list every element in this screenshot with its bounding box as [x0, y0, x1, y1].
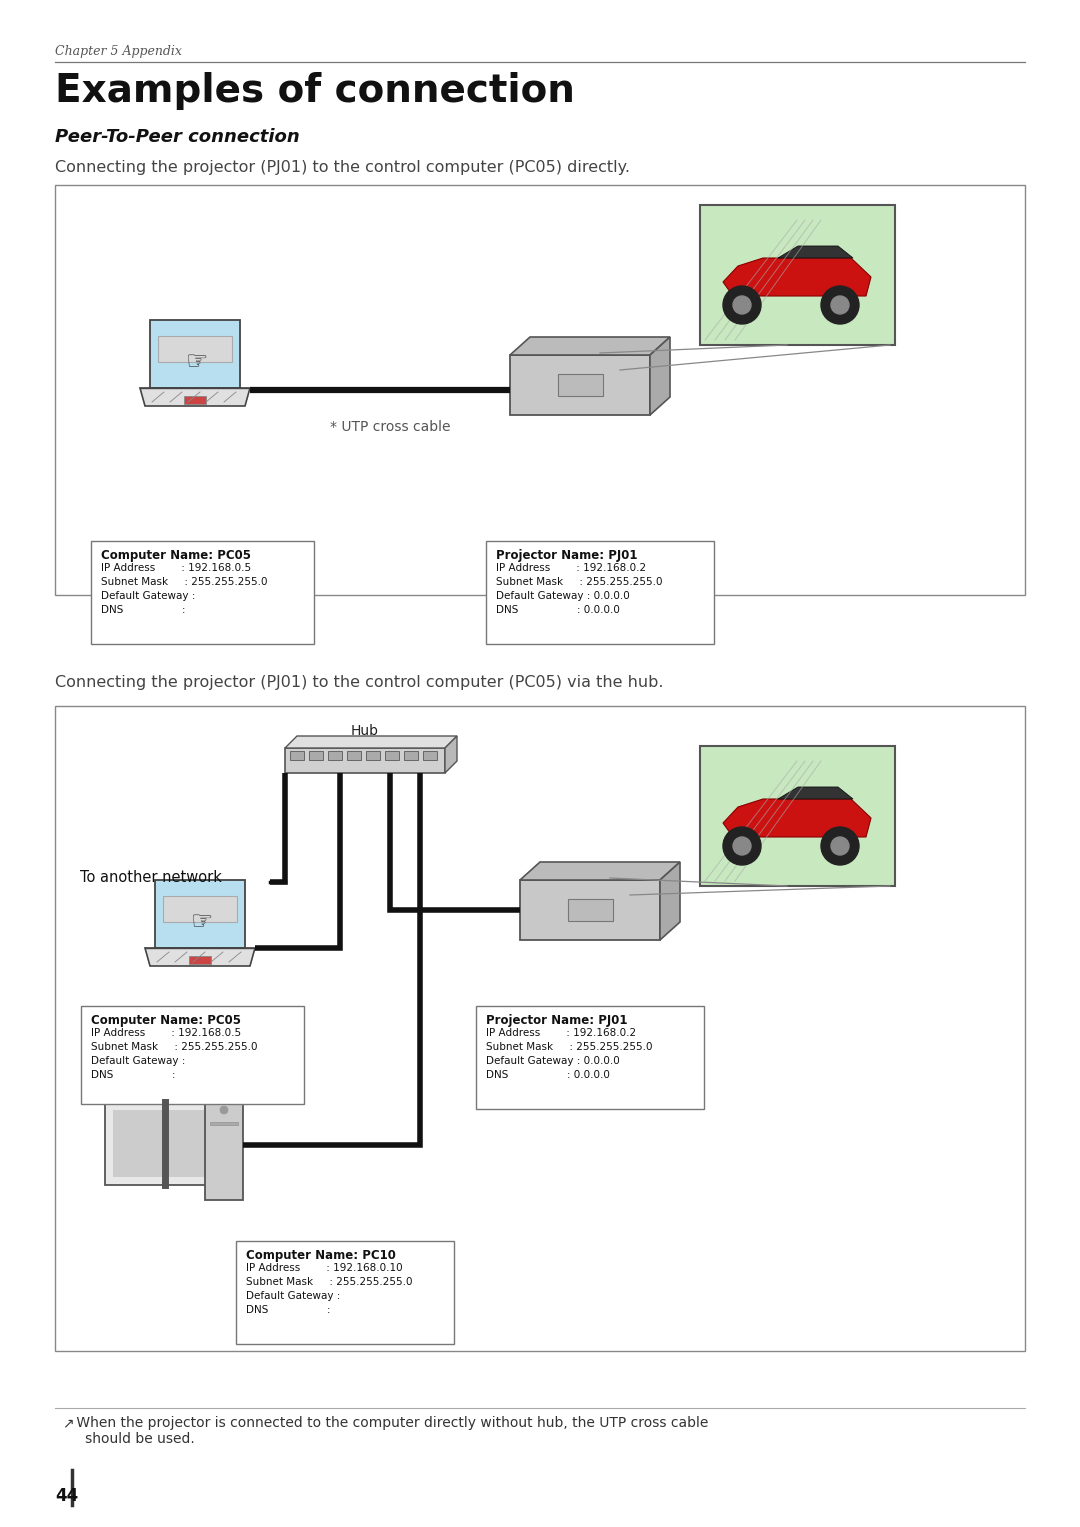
FancyBboxPatch shape [404, 751, 418, 760]
Text: DNS                  : 0.0.0.0: DNS : 0.0.0.0 [496, 605, 620, 614]
FancyBboxPatch shape [105, 1090, 225, 1185]
Text: Default Gateway : 0.0.0.0: Default Gateway : 0.0.0.0 [496, 591, 630, 600]
Text: IP Address        : 192.168.0.2: IP Address : 192.168.0.2 [496, 562, 646, 573]
Text: * UTP cross cable: * UTP cross cable [330, 420, 450, 434]
Polygon shape [723, 258, 870, 296]
FancyBboxPatch shape [135, 1093, 195, 1102]
FancyBboxPatch shape [156, 880, 245, 948]
FancyBboxPatch shape [309, 751, 323, 760]
Text: DNS                  :: DNS : [91, 1069, 179, 1080]
Polygon shape [285, 736, 457, 748]
FancyBboxPatch shape [291, 751, 303, 760]
FancyBboxPatch shape [285, 748, 445, 773]
FancyBboxPatch shape [55, 185, 1025, 596]
Text: To another network: To another network [80, 870, 221, 886]
FancyBboxPatch shape [328, 751, 342, 760]
FancyBboxPatch shape [510, 354, 650, 415]
Text: Subnet Mask     : 255.255.255.0: Subnet Mask : 255.255.255.0 [496, 577, 662, 586]
Text: Subnet Mask     : 255.255.255.0: Subnet Mask : 255.255.255.0 [102, 577, 268, 586]
Text: Default Gateway : 0.0.0.0: Default Gateway : 0.0.0.0 [486, 1055, 620, 1066]
FancyBboxPatch shape [91, 541, 314, 644]
Text: should be used.: should be used. [72, 1432, 194, 1446]
FancyBboxPatch shape [568, 899, 613, 921]
Circle shape [723, 828, 761, 864]
Polygon shape [145, 948, 255, 967]
FancyBboxPatch shape [81, 1006, 303, 1104]
Polygon shape [650, 337, 670, 415]
Polygon shape [510, 337, 670, 354]
Text: Default Gateway :: Default Gateway : [102, 591, 199, 600]
Text: Computer Name: PC05: Computer Name: PC05 [102, 550, 251, 562]
FancyBboxPatch shape [150, 321, 240, 388]
Text: Hub: Hub [351, 724, 379, 738]
FancyBboxPatch shape [558, 374, 603, 395]
FancyBboxPatch shape [366, 751, 380, 760]
Text: ☞: ☞ [186, 350, 208, 374]
Polygon shape [778, 246, 853, 258]
Text: IP Address        : 192.168.0.5: IP Address : 192.168.0.5 [91, 1028, 241, 1038]
FancyBboxPatch shape [476, 1006, 704, 1109]
Circle shape [733, 296, 751, 315]
FancyBboxPatch shape [113, 1110, 217, 1177]
Text: Default Gateway :: Default Gateway : [246, 1290, 343, 1301]
Polygon shape [519, 863, 680, 880]
Text: Connecting the projector (PJ01) to the control computer (PC05) via the hub.: Connecting the projector (PJ01) to the c… [55, 675, 663, 690]
Text: DNS                  :: DNS : [246, 1304, 334, 1315]
FancyBboxPatch shape [205, 1090, 243, 1200]
FancyBboxPatch shape [163, 896, 237, 922]
FancyBboxPatch shape [210, 1122, 238, 1125]
Text: ☞: ☞ [191, 910, 213, 935]
Text: ↗: ↗ [62, 1416, 73, 1429]
Circle shape [733, 837, 751, 855]
Polygon shape [778, 786, 853, 799]
Polygon shape [723, 799, 870, 837]
Text: DNS                  : 0.0.0.0: DNS : 0.0.0.0 [486, 1069, 610, 1080]
Text: Default Gateway :: Default Gateway : [91, 1055, 189, 1066]
Text: Projector Name: PJ01: Projector Name: PJ01 [496, 550, 637, 562]
Text: IP Address        : 192.168.0.5: IP Address : 192.168.0.5 [102, 562, 252, 573]
FancyBboxPatch shape [700, 747, 895, 886]
Circle shape [831, 296, 849, 315]
Text: Connecting the projector (PJ01) to the control computer (PC05) directly.: Connecting the projector (PJ01) to the c… [55, 160, 630, 176]
Text: Chapter 5 Appendix: Chapter 5 Appendix [55, 44, 181, 58]
Text: When the projector is connected to the computer directly without hub, the UTP cr: When the projector is connected to the c… [72, 1416, 708, 1429]
Polygon shape [445, 736, 457, 773]
FancyBboxPatch shape [237, 1241, 454, 1344]
Text: Subnet Mask     : 255.255.255.0: Subnet Mask : 255.255.255.0 [91, 1041, 257, 1052]
Circle shape [821, 828, 859, 864]
FancyBboxPatch shape [486, 541, 714, 644]
Text: Projector Name: PJ01: Projector Name: PJ01 [486, 1014, 627, 1028]
Text: Examples of connection: Examples of connection [55, 72, 575, 110]
Text: Computer Name: PC10: Computer Name: PC10 [246, 1249, 396, 1261]
Text: DNS                  :: DNS : [102, 605, 189, 614]
Circle shape [723, 286, 761, 324]
FancyBboxPatch shape [158, 336, 232, 362]
FancyBboxPatch shape [184, 395, 206, 405]
FancyBboxPatch shape [189, 956, 211, 964]
Text: Subnet Mask     : 255.255.255.0: Subnet Mask : 255.255.255.0 [486, 1041, 652, 1052]
Circle shape [220, 1106, 228, 1115]
FancyBboxPatch shape [207, 1093, 241, 1099]
Circle shape [831, 837, 849, 855]
Text: Subnet Mask     : 255.255.255.0: Subnet Mask : 255.255.255.0 [246, 1277, 413, 1287]
FancyBboxPatch shape [423, 751, 437, 760]
Text: IP Address        : 192.168.0.2: IP Address : 192.168.0.2 [486, 1028, 636, 1038]
Polygon shape [660, 863, 680, 941]
Text: Peer-To-Peer connection: Peer-To-Peer connection [55, 128, 300, 147]
FancyBboxPatch shape [519, 880, 660, 941]
Text: 44: 44 [55, 1487, 78, 1506]
Circle shape [821, 286, 859, 324]
FancyBboxPatch shape [55, 705, 1025, 1351]
Text: IP Address        : 192.168.0.10: IP Address : 192.168.0.10 [246, 1263, 403, 1272]
Text: Computer Name: PC05: Computer Name: PC05 [91, 1014, 241, 1028]
Polygon shape [140, 388, 249, 406]
FancyBboxPatch shape [384, 751, 399, 760]
FancyBboxPatch shape [347, 751, 361, 760]
FancyBboxPatch shape [700, 205, 895, 345]
